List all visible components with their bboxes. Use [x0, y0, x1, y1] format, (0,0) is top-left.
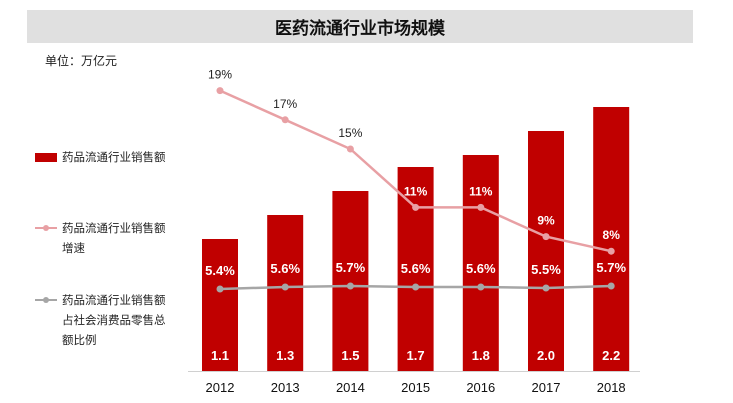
growth-label: 15%	[338, 126, 362, 140]
growth-label: 17%	[273, 97, 297, 111]
share-label: 5.5%	[531, 262, 561, 277]
legend-swatch-line-gray	[35, 297, 57, 303]
share-label: 5.4%	[205, 263, 235, 278]
share-label: 5.7%	[596, 260, 626, 275]
share-label: 5.6%	[401, 261, 431, 276]
legend-label-line: 药品流通行业销售额	[62, 293, 166, 307]
growth-label: 19%	[208, 68, 232, 82]
legend-label-line: 额比例	[62, 333, 97, 347]
legend-swatch-line-pink	[35, 225, 57, 231]
bar-2017	[528, 131, 564, 371]
bar-2013	[267, 215, 304, 371]
share-label: 5.6%	[270, 261, 300, 276]
share-point	[281, 283, 289, 291]
growth-label: 8%	[603, 228, 621, 242]
growth-point	[477, 203, 485, 211]
bar-value-label: 1.8	[472, 348, 490, 363]
x-tick-label: 2017	[532, 380, 561, 395]
growth-point	[281, 116, 289, 124]
x-tick-label: 2015	[401, 380, 430, 395]
legend-label-line: 增速	[62, 241, 85, 255]
legend-label-line: 占社会消费品零售总	[62, 313, 166, 327]
bar-value-label: 1.1	[211, 348, 229, 363]
bar-value-label: 1.5	[341, 348, 359, 363]
bar-value-label: 2.0	[537, 348, 555, 363]
bar-2014	[332, 191, 369, 371]
growth-label: 11%	[404, 184, 428, 198]
x-tick-label: 2012	[206, 380, 235, 395]
bar-value-label: 1.7	[407, 348, 425, 363]
bar-value-label: 1.3	[276, 348, 294, 363]
growth-point	[542, 233, 550, 241]
legend-label: 药品流通行业销售额 增速	[62, 218, 212, 258]
growth-point	[346, 145, 354, 153]
legend-swatch-bar	[35, 153, 57, 162]
bar-2016	[462, 155, 499, 371]
chart-title: 医药流通行业市场规模	[27, 10, 693, 43]
x-tick-label: 2018	[597, 380, 626, 395]
share-label: 5.6%	[466, 261, 496, 276]
growth-point	[216, 87, 224, 95]
bar-2015	[397, 167, 434, 371]
growth-label: 11%	[469, 184, 493, 198]
legend-label-line: 药品流通行业销售额	[62, 221, 166, 235]
share-point	[346, 282, 354, 290]
x-tick-label: 2013	[271, 380, 300, 395]
growth-point	[412, 203, 420, 211]
share-point	[607, 282, 615, 290]
x-tick-label: 2016	[466, 380, 495, 395]
share-label: 5.7%	[336, 260, 366, 275]
growth-label: 9%	[537, 214, 555, 228]
x-tick-label: 2014	[336, 380, 365, 395]
bar-value-label: 2.2	[602, 348, 620, 363]
share-point	[477, 283, 485, 291]
share-point	[542, 284, 550, 292]
bar-2018	[593, 107, 630, 371]
unit-label: 单位：万亿元	[45, 54, 118, 68]
share-point	[412, 283, 420, 291]
legend-label: 药品流通行业销售额	[62, 150, 166, 164]
legend-label: 药品流通行业销售额 占社会消费品零售总 额比例	[62, 290, 212, 350]
share-point	[216, 285, 224, 293]
growth-point	[607, 247, 615, 255]
bar-2012	[202, 239, 238, 371]
